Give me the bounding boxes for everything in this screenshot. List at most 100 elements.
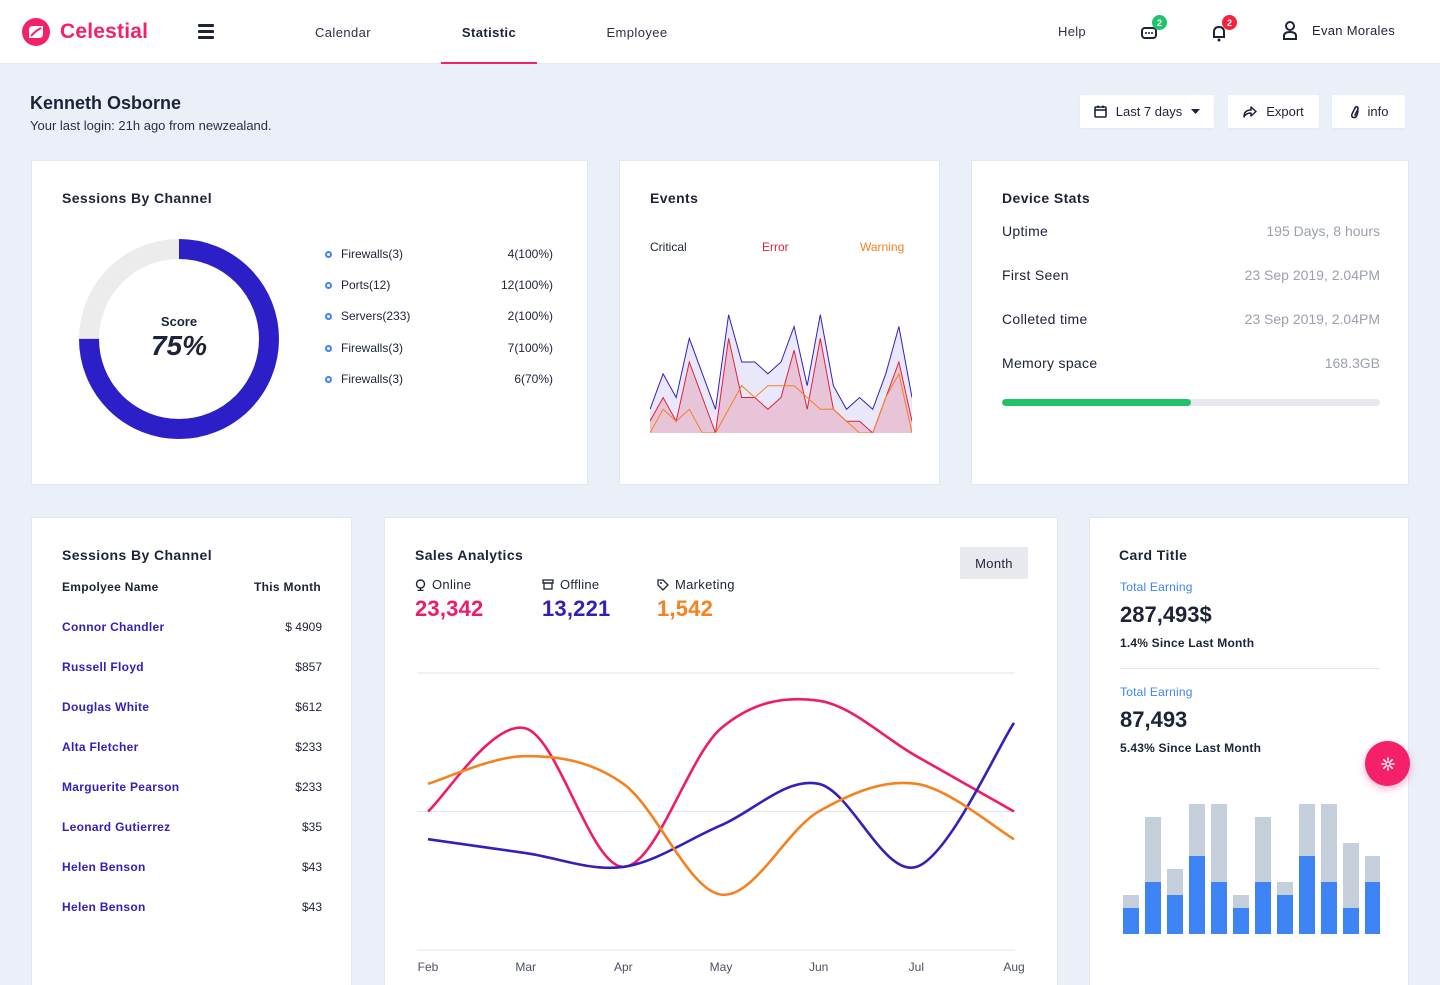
channel-label: Firewalls(3) (341, 341, 404, 355)
tab-employee[interactable]: Employee (606, 24, 668, 40)
donut-arc (79, 239, 279, 439)
channel-value: 4(100%) (507, 247, 553, 261)
memory-progress-bar (1002, 399, 1380, 406)
settings-fab-button[interactable] (1365, 741, 1410, 786)
bar-secondary (1123, 895, 1139, 908)
info-button[interactable]: info (1332, 95, 1405, 128)
brand-name: Celestial (60, 20, 149, 43)
bar-secondary (1145, 817, 1161, 882)
export-button[interactable]: Export (1228, 95, 1319, 128)
channel-value: 2(100%) (507, 309, 553, 323)
sales-line-online (427, 697, 1015, 869)
bar-primary (1365, 882, 1380, 934)
employee-name-link[interactable]: Helen Benson (62, 900, 146, 914)
earnings-card-title: Card Title (1119, 547, 1188, 563)
stat-row: First Seen 23 Sep 2019, 2.04PM (1002, 267, 1380, 287)
bell-icon (1213, 25, 1225, 42)
caret-down-icon (1191, 108, 1201, 114)
events-card: Events Critical Error Warning (619, 160, 940, 485)
bar-primary (1255, 882, 1271, 934)
calendar-icon (1093, 105, 1107, 118)
channel-list-item: Ports(12) 12(100%) (325, 278, 553, 294)
tab-statistic[interactable]: Statistic (441, 0, 537, 64)
top-navbar: Celestial Calendar Statistic Employee He… (0, 0, 1440, 64)
tag-icon (657, 578, 669, 591)
channel-label: Servers(233) (341, 309, 411, 323)
stat-label: Colleted time (1002, 311, 1088, 327)
help-link[interactable]: Help (1058, 24, 1086, 39)
bar-primary (1211, 882, 1227, 934)
x-tick-label: Aug (1003, 960, 1025, 974)
user-menu[interactable]: Evan Morales (1282, 20, 1395, 40)
earning-change: 1.4% Since Last Month (1120, 636, 1255, 650)
bar-primary (1189, 856, 1205, 934)
brand[interactable]: Celestial (22, 17, 148, 47)
metric-label: Online (432, 577, 472, 592)
col-employee-name: Empolyee Name (62, 580, 159, 594)
legend-dot-icon (325, 376, 332, 383)
legend-warning: Warning (860, 240, 905, 254)
table-row: Douglas White $612 (62, 700, 322, 716)
bar-primary (1321, 882, 1337, 934)
employee-name-link[interactable]: Leonard Gutierrez (62, 820, 171, 834)
bar-primary (1123, 908, 1139, 934)
device-stats-title: Device Stats (1002, 190, 1091, 206)
metric-label: Offline (560, 577, 600, 592)
channel-list-item: Firewalls(3) 7(100%) (325, 341, 553, 357)
legend-dot-icon (325, 282, 332, 289)
date-range-label: Last 7 days (1115, 104, 1183, 119)
memory-progress-fill (1002, 399, 1191, 406)
store-icon (542, 579, 554, 590)
employee-name-link[interactable]: Helen Benson (62, 860, 146, 874)
employee-name-link[interactable]: Marguerite Pearson (62, 780, 180, 794)
menu-toggle-icon[interactable] (198, 24, 214, 40)
sales-card-title: Sales Analytics (415, 547, 524, 563)
employee-name-link[interactable]: Douglas White (62, 700, 150, 714)
events-area-error (650, 338, 912, 433)
metric-marketing: Marketing 1,542 (657, 577, 735, 622)
employee-name-link[interactable]: Alta Fletcher (62, 740, 139, 754)
channel-value: 6(70%) (514, 372, 553, 386)
bar-secondary (1233, 895, 1249, 908)
chat-icon (1141, 27, 1157, 39)
employee-amount: $612 (295, 700, 322, 714)
stat-row: Colleted time 23 Sep 2019, 2.04PM (1002, 311, 1380, 331)
events-chart (650, 314, 912, 433)
page-title: Kenneth Osborne (30, 93, 182, 113)
notifications-button[interactable]: 2 (1210, 15, 1237, 44)
earning-label: Total Earning (1120, 685, 1193, 699)
metric-label: Marketing (675, 577, 735, 592)
channel-value: 7(100%) (507, 341, 553, 355)
sessions-card: Sessions By Channel Score 75% Firewalls(… (31, 160, 588, 485)
employee-amount: $857 (295, 660, 322, 674)
metric-online: Online 23,342 (415, 577, 484, 622)
table-row: Russell Floyd $857 (62, 660, 322, 676)
tab-calendar[interactable]: Calendar (315, 24, 371, 40)
employee-card-title: Sessions By Channel (62, 547, 212, 563)
metric-value: 13,221 (542, 596, 611, 621)
bar-primary (1343, 908, 1359, 934)
col-this-month: This Month (254, 580, 321, 594)
last-login-text: Your last login: 21h ago from newzealand… (30, 118, 272, 133)
channel-list-item: Firewalls(3) 4(100%) (325, 247, 553, 263)
x-tick-label: Apr (613, 960, 633, 974)
bar-secondary (1365, 856, 1380, 882)
messages-button[interactable]: 2 (1140, 15, 1167, 44)
earning-value: 287,493$ (1120, 602, 1212, 627)
employee-name-link[interactable]: Connor Chandler (62, 620, 165, 634)
employee-amount: $35 (301, 820, 322, 834)
stat-label: First Seen (1002, 267, 1069, 283)
channel-list-item: Servers(233) 2(100%) (325, 309, 553, 325)
stat-label: Memory space (1002, 355, 1098, 371)
score-donut: Score 75% (78, 238, 280, 440)
month-filter-button[interactable]: Month (960, 547, 1028, 579)
bar-secondary (1167, 869, 1183, 895)
x-tick-label: Mar (515, 960, 536, 974)
messages-count-badge: 2 (1152, 15, 1167, 30)
sales-line-marketing (427, 754, 1015, 896)
employee-name-link[interactable]: Russell Floyd (62, 660, 144, 674)
date-range-dropdown[interactable]: Last 7 days (1080, 95, 1214, 128)
bar-secondary (1299, 804, 1315, 856)
stat-value: 168.3GB (1324, 355, 1380, 371)
channel-label: Ports(12) (341, 278, 391, 292)
